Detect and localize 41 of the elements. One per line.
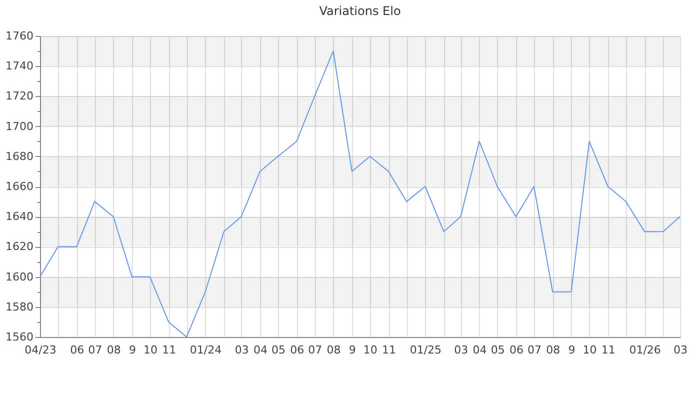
x-tick-label: 04 bbox=[253, 344, 268, 356]
x-tick-label: 04/23 bbox=[24, 344, 56, 356]
y-tick-label: 1600 bbox=[6, 270, 34, 284]
x-tick-label: 11 bbox=[162, 344, 176, 356]
x-tick-label: 03 bbox=[234, 344, 249, 356]
y-tick-label: 1580 bbox=[6, 300, 34, 314]
y-tick-label: 1560 bbox=[6, 330, 34, 344]
y-tick-label: 1660 bbox=[6, 180, 34, 193]
x-tick-label: 11 bbox=[382, 344, 396, 356]
chart-title: Variations Elo bbox=[319, 4, 401, 18]
x-tick-label: 03 bbox=[454, 344, 468, 356]
x-tick-label: 07 bbox=[527, 344, 542, 356]
x-tick-label: 06 bbox=[70, 344, 84, 356]
x-tick-label: 10 bbox=[143, 344, 158, 356]
x-tick-label: 07 bbox=[88, 344, 102, 356]
x-tick-label: 01/26 bbox=[629, 344, 661, 356]
x-tick-label: 05 bbox=[490, 344, 505, 356]
x-tick-label: 08 bbox=[546, 344, 560, 356]
x-tick-label: 05 bbox=[271, 344, 286, 356]
y-tick-label: 1680 bbox=[6, 150, 34, 163]
x-tick-label: 11 bbox=[601, 344, 616, 356]
x-tick-label: 9 bbox=[348, 344, 356, 356]
x-tick-label: 04 bbox=[472, 344, 487, 356]
x-tick-label: 08 bbox=[106, 344, 121, 356]
x-tick-label: 08 bbox=[326, 344, 341, 356]
x-tick-label: 10 bbox=[363, 344, 378, 356]
x-tick-label: 01/25 bbox=[410, 344, 442, 356]
y-tick-label: 1700 bbox=[6, 120, 34, 133]
x-tick-label: 07 bbox=[308, 344, 322, 356]
x-tick-label: 9 bbox=[128, 344, 136, 356]
x-tick-label: 06 bbox=[509, 344, 524, 356]
x-tick-label: 03 bbox=[674, 344, 688, 356]
x-tick-label: 06 bbox=[290, 344, 304, 356]
y-tick-label: 1620 bbox=[6, 240, 34, 254]
y-tick-label: 1720 bbox=[6, 90, 34, 103]
x-tick-label: 01/24 bbox=[190, 344, 222, 356]
y-tick-label: 1640 bbox=[6, 210, 34, 224]
y-tick-label: 1740 bbox=[6, 60, 34, 73]
y-tick-label: 1760 bbox=[6, 30, 34, 42]
x-tick-label: 10 bbox=[582, 344, 597, 356]
x-tick-label: 9 bbox=[568, 344, 576, 356]
